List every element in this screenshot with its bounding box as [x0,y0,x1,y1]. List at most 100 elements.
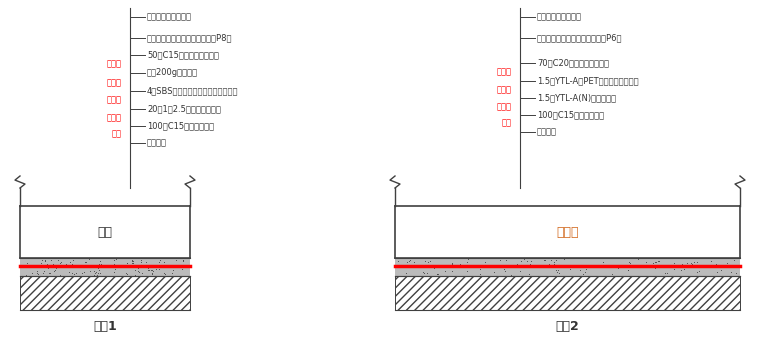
Point [31,269,43,274]
Point [78,263,90,269]
Point [70,270,82,275]
Point [640,259,652,265]
Point [461,257,473,262]
Text: 1.5厚YTL-A(N)卷材防水层: 1.5厚YTL-A(N)卷材防水层 [537,94,616,102]
Point [166,271,178,276]
Point [420,259,432,264]
Point [176,266,188,271]
Point [660,270,673,276]
Point [94,270,106,276]
Point [649,260,661,265]
Point [403,259,415,264]
Point [49,268,62,273]
Point [41,261,53,267]
Point [48,268,60,273]
Point [67,257,79,262]
Point [43,270,55,275]
Point [415,263,427,269]
Point [461,259,473,265]
Point [552,267,564,272]
Point [724,263,736,269]
Point [518,256,530,262]
Point [724,270,736,275]
Point [693,269,705,274]
Point [657,262,670,268]
Point [392,259,404,264]
Point [668,266,680,271]
Point [92,265,104,271]
Point [154,258,166,263]
Point [81,259,93,264]
Point [408,260,420,265]
Point [27,265,39,270]
Point [127,258,139,263]
Text: 素土夯实: 素土夯实 [537,128,557,137]
Bar [20,276,190,310]
Point [670,263,682,268]
Point [132,264,144,270]
Point [84,257,96,262]
Point [580,266,592,271]
Point [548,260,560,265]
Text: 素土夯实: 素土夯实 [147,139,167,147]
Point [153,267,165,272]
Point [126,258,138,264]
Point [164,263,176,269]
Text: 50厚C15细石混凝土保护层: 50厚C15细石混凝土保护层 [147,50,219,59]
Point [648,263,660,268]
Point [140,259,152,264]
Point [146,267,158,273]
Point [110,257,122,262]
Point [123,263,135,268]
Text: 抗渗钢筋混凝土底板（抗渗等级P8）: 抗渗钢筋混凝土底板（抗渗等级P8） [147,33,233,42]
Point [109,264,122,269]
Point [480,259,492,264]
Point [446,262,458,267]
Point [652,258,664,263]
Point [514,268,526,273]
Point [435,264,448,269]
Point [663,264,676,270]
Point [37,268,49,273]
Point [721,261,733,266]
Point [144,263,157,268]
Point [131,263,144,268]
Point [109,269,121,274]
Point [416,269,429,274]
Point [624,260,636,266]
Point [483,262,495,268]
Point [84,268,96,274]
Point [498,266,510,271]
Point [95,262,107,267]
Point [177,257,189,262]
Point [446,268,458,274]
Point [131,266,144,271]
Point [404,258,416,263]
Point [659,265,671,270]
Point [648,260,660,266]
Point [147,270,159,275]
Point [597,259,609,264]
Text: 找平层: 找平层 [107,113,122,122]
Point [543,261,555,266]
Point [550,269,562,274]
Point [65,263,77,268]
Point [39,257,51,263]
Point [692,269,704,275]
Point [550,267,562,272]
Point [417,271,429,276]
Point [664,263,676,269]
Point [129,272,141,277]
Point [420,264,432,269]
Point [76,270,88,275]
Point [473,271,486,277]
Point [649,266,661,271]
Point [169,258,182,263]
Point [158,271,170,276]
Point [422,260,434,265]
Text: 防水层: 防水层 [497,102,512,112]
Text: 隔离层: 隔离层 [107,78,122,87]
Point [108,257,120,262]
Point [446,261,458,266]
Point [619,264,632,269]
